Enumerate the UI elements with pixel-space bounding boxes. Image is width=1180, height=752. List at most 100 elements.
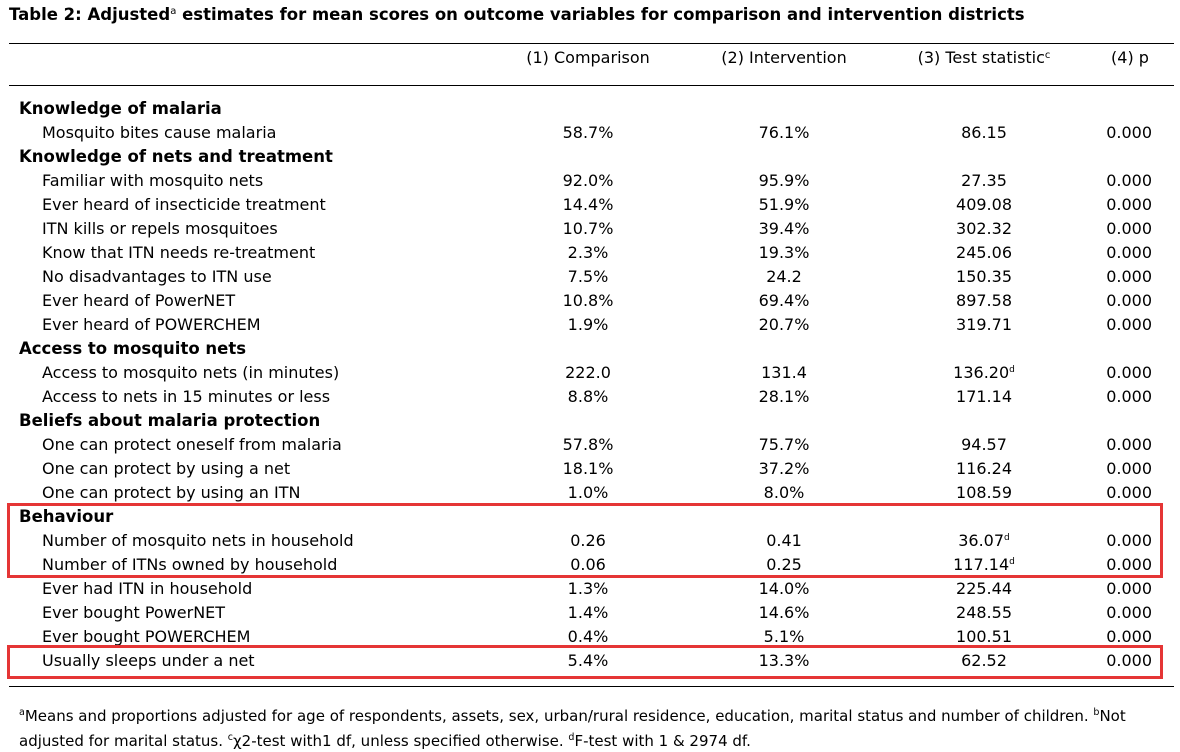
intervention-value: 13.3% [758, 651, 810, 670]
table-row: ITN kills or repels mosquitoes 10.7% 39.4%… [0, 219, 1180, 243]
intervention-value: 28.1% [758, 387, 810, 406]
intervention-value: 75.7% [758, 435, 810, 454]
table-row: Usually sleeps under a net 5.4% 13.3% 62.52… [0, 651, 1180, 675]
table-row: One can protect by using an ITN 1.0% 8.0% 1… [0, 483, 1180, 507]
p-value: 0.000 [1106, 267, 1152, 286]
intervention-value: 14.0% [758, 579, 810, 598]
comparison-value: 5.4% [567, 651, 609, 670]
intervention-value: 69.4% [758, 291, 810, 310]
p-value: 0.000 [1106, 531, 1152, 550]
table-row: Ever heard of insecticide treatment 14.4%… [0, 195, 1180, 219]
test-statistic-value: 86.15 [961, 123, 1007, 142]
intervention-value: 20.7% [758, 315, 810, 334]
footnote-marker-d: d [568, 732, 575, 743]
p-value: 0.000 [1106, 483, 1152, 502]
row-label: Mosquito bites cause malaria [42, 123, 277, 142]
p-value: 0.000 [1106, 363, 1152, 382]
section-label: Knowledge of nets and treatment [19, 147, 333, 166]
test-statistic-value: 108.59 [956, 483, 1012, 502]
test-statistic-value: 27.35 [961, 171, 1007, 190]
table-row: Ever bought POWERCHEM 0.4% 5.1% 100.51 0.000 [0, 627, 1180, 651]
footnote-marker-c: c [227, 732, 234, 743]
intervention-value: 24.2 [766, 267, 802, 286]
comparison-value: 1.4% [567, 603, 609, 622]
p-value: 0.000 [1106, 123, 1152, 142]
footnote-a-text: Means and proportions adjusted for age o… [24, 707, 1094, 725]
row-label: Know that ITN needs re-treatment [42, 243, 316, 262]
test-statistic-value: 136.20d [953, 363, 1015, 382]
section-header-row: Behaviour [0, 507, 1180, 531]
comparison-value: 1.9% [567, 315, 609, 334]
test-statistic-value: 36.07d [958, 531, 1010, 550]
test-statistic-value: 117.14d [953, 555, 1015, 574]
p-value: 0.000 [1106, 603, 1152, 622]
row-label: Usually sleeps under a net [42, 651, 255, 670]
comparison-value: 8.8% [567, 387, 609, 406]
intervention-value: 39.4% [758, 219, 810, 238]
intervention-value: 8.0% [763, 483, 805, 502]
intervention-value: 0.41 [766, 531, 802, 550]
table-header-row: (1) Comparison (2) Intervention (3) Test… [0, 48, 1180, 72]
comparison-value: 92.0% [562, 171, 614, 190]
table-row: Access to mosquito nets (in minutes) 222.… [0, 363, 1180, 387]
column-header-p: (4) p [1111, 48, 1149, 67]
row-label: One can protect by using a net [42, 459, 291, 478]
table-row: Know that ITN needs re-treatment 2.3% 19.3… [0, 243, 1180, 267]
section-label: Behaviour [19, 507, 114, 526]
p-value: 0.000 [1106, 195, 1152, 214]
test-statistic-value: 171.14 [956, 387, 1012, 406]
column-header-comparison: (1) Comparison [526, 48, 650, 67]
row-label: Ever had ITN in household [42, 579, 253, 598]
footnote-c-text: χ2-test with1 df, unless specified other… [233, 732, 569, 750]
comparison-value: 0.26 [570, 531, 606, 550]
row-label: One can protect oneself from malaria [42, 435, 342, 454]
comparison-value: 0.06 [570, 555, 606, 574]
test-statistic-value: 248.55 [956, 603, 1012, 622]
comparison-value: 10.7% [562, 219, 614, 238]
test-statistic-value: 409.08 [956, 195, 1012, 214]
test-statistic-value: 245.06 [956, 243, 1012, 262]
table-row: Familiar with mosquito nets 92.0% 95.9% 27.… [0, 171, 1180, 195]
row-label: ITN kills or repels mosquitoes [42, 219, 278, 238]
test-statistic-value: 116.24 [956, 459, 1012, 478]
intervention-value: 51.9% [758, 195, 810, 214]
highlight-box-sleeps-under-net [7, 645, 1163, 679]
comparison-value: 0.4% [567, 627, 609, 646]
p-value: 0.000 [1106, 459, 1152, 478]
table-row: No disadvantages to ITN use 7.5% 24.2 150.3… [0, 267, 1180, 291]
row-label: Number of ITNs owned by household [42, 555, 338, 574]
section-header-row: Beliefs about malaria protection [0, 411, 1180, 435]
table-bottom-rule [9, 686, 1174, 687]
section-label: Knowledge of malaria [19, 99, 222, 118]
p-value: 0.000 [1106, 291, 1152, 310]
p-value: 0.000 [1106, 219, 1152, 238]
footnote-d-text: F-test with 1 & 2974 df. [574, 732, 751, 750]
comparison-value: 1.3% [567, 579, 609, 598]
intervention-value: 76.1% [758, 123, 810, 142]
p-value: 0.000 [1106, 171, 1152, 190]
table-body: Knowledge of malaria Mosquito bites cause… [0, 99, 1180, 675]
row-label: Access to nets in 15 minutes or less [42, 387, 331, 406]
section-header-row: Access to mosquito nets [0, 339, 1180, 363]
column-header-intervention: (2) Intervention [721, 48, 847, 67]
row-label: Ever heard of POWERCHEM [42, 315, 261, 334]
table-row: Ever heard of PowerNET 10.8% 69.4% 897.58 0.… [0, 291, 1180, 315]
test-statistic-value: 225.44 [956, 579, 1012, 598]
intervention-value: 5.1% [763, 627, 805, 646]
comparison-value: 14.4% [562, 195, 614, 214]
comparison-value: 10.8% [562, 291, 614, 310]
table-top-rule [9, 43, 1174, 44]
intervention-value: 95.9% [758, 171, 810, 190]
p-value: 0.000 [1106, 315, 1152, 334]
comparison-value: 2.3% [567, 243, 609, 262]
section-header-row: Knowledge of nets and treatment [0, 147, 1180, 171]
table-row: Ever had ITN in household 1.3% 14.0% 225.44… [0, 579, 1180, 603]
p-value: 0.000 [1106, 627, 1152, 646]
table-row: Number of mosquito nets in household 0.26… [0, 531, 1180, 555]
table-row: Ever heard of POWERCHEM 1.9% 20.7% 319.71 0.… [0, 315, 1180, 339]
row-label: One can protect by using an ITN [42, 483, 301, 502]
table-row: Mosquito bites cause malaria 58.7% 76.1% 86… [0, 123, 1180, 147]
intervention-value: 0.25 [766, 555, 802, 574]
test-statistic-value: 150.35 [956, 267, 1012, 286]
row-label: Access to mosquito nets (in minutes) [42, 363, 340, 382]
